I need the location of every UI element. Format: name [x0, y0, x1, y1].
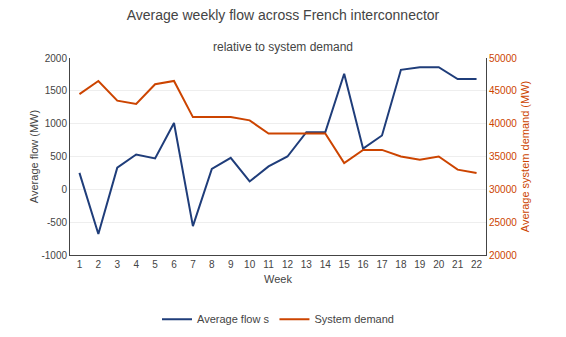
- svg-text:relative to system demand: relative to system demand: [213, 40, 353, 54]
- svg-text:8: 8: [209, 259, 215, 270]
- svg-text:40000: 40000: [489, 118, 517, 129]
- svg-text:18: 18: [395, 259, 407, 270]
- svg-text:500: 500: [50, 151, 67, 162]
- svg-text:Average weekly flow across Fre: Average weekly flow across French interc…: [127, 7, 440, 23]
- svg-text:17: 17: [376, 259, 388, 270]
- svg-text:10: 10: [244, 259, 256, 270]
- svg-text:9: 9: [228, 259, 234, 270]
- svg-text:1500: 1500: [45, 85, 68, 96]
- svg-text:4: 4: [133, 259, 139, 270]
- svg-text:21: 21: [452, 259, 464, 270]
- svg-text:19: 19: [414, 259, 426, 270]
- svg-text:50000: 50000: [489, 53, 517, 64]
- svg-text:Average flow (MW): Average flow (MW): [28, 110, 40, 203]
- svg-text:45000: 45000: [489, 85, 517, 96]
- svg-text:System demand: System demand: [314, 313, 393, 325]
- svg-text:14: 14: [320, 259, 332, 270]
- svg-text:30000: 30000: [489, 184, 517, 195]
- svg-text:2000: 2000: [45, 53, 68, 64]
- svg-text:13: 13: [301, 259, 313, 270]
- svg-text:15: 15: [339, 259, 351, 270]
- svg-text:20: 20: [433, 259, 445, 270]
- svg-text:Week: Week: [264, 273, 292, 285]
- svg-text:6: 6: [171, 259, 177, 270]
- svg-text:20000: 20000: [489, 250, 517, 261]
- svg-text:Average system demand (MW): Average system demand (MW): [519, 81, 531, 232]
- svg-text:1: 1: [77, 259, 83, 270]
- svg-text:25000: 25000: [489, 217, 517, 228]
- svg-text:-1000: -1000: [41, 250, 67, 261]
- svg-text:Average flow s: Average flow s: [197, 313, 269, 325]
- svg-text:3: 3: [114, 259, 120, 270]
- svg-text:5: 5: [152, 259, 158, 270]
- svg-text:2: 2: [96, 259, 102, 270]
- svg-text:11: 11: [263, 259, 274, 270]
- svg-text:-500: -500: [47, 217, 67, 228]
- svg-text:35000: 35000: [489, 151, 517, 162]
- svg-text:7: 7: [190, 259, 196, 270]
- svg-text:12: 12: [282, 259, 294, 270]
- svg-text:1000: 1000: [45, 118, 68, 129]
- svg-text:22: 22: [471, 259, 483, 270]
- svg-text:0: 0: [61, 184, 67, 195]
- svg-text:16: 16: [358, 259, 370, 270]
